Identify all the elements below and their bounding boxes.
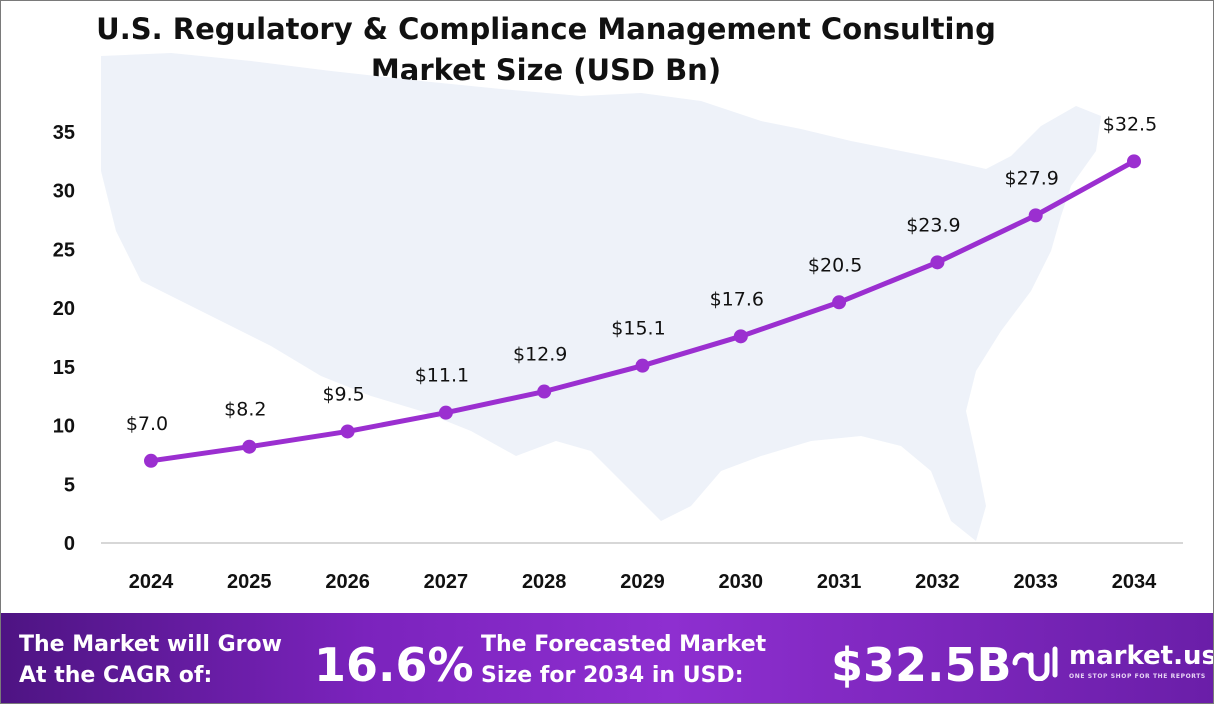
data-point[interactable] [635, 358, 650, 373]
forecast-label-line-2: Size for 2034 in USD: [481, 663, 744, 688]
footer-banner: The Market will Grow At the CAGR of: 16.… [1, 613, 1214, 703]
data-label: $12.9 [513, 344, 567, 366]
y-tick-label: 25 [53, 239, 75, 261]
cagr-value: 16.6% [314, 638, 474, 692]
x-tick-label: 2026 [325, 571, 370, 593]
us-map-background [101, 53, 1101, 541]
x-tick-label: 2025 [227, 571, 272, 593]
cagr-label-line-1: The Market will Grow [19, 632, 282, 657]
data-label: $32.5 [1103, 113, 1157, 135]
cagr-label: The Market will Grow At the CAGR of: [19, 629, 282, 691]
x-tick-label: 2029 [620, 571, 665, 593]
x-tick-label: 2030 [719, 571, 764, 593]
x-tick-label: 2027 [424, 571, 469, 593]
data-point[interactable] [242, 439, 257, 454]
forecast-label: The Forecasted Market Size for 2034 in U… [481, 629, 766, 691]
x-tick-label: 2031 [817, 571, 862, 593]
plot-area: $7.0 $8.2 $9.5 $11.1 $12.9 $15.1 $17.6 $20.5 $23… [126, 113, 1157, 468]
data-point[interactable] [733, 329, 748, 344]
y-tick-label: 15 [53, 357, 75, 379]
data-label: $17.6 [710, 288, 764, 310]
brand-name: market.us [1069, 641, 1214, 671]
forecast-value: $32.5B [831, 638, 1012, 692]
data-label: $20.5 [808, 254, 862, 276]
x-tick-label: 2024 [129, 571, 174, 593]
chart-title: U.S. Regulatory & Compliance Management … [41, 9, 1051, 91]
y-tick-label: 30 [53, 181, 75, 203]
data-point[interactable] [1127, 154, 1141, 169]
data-point[interactable] [438, 405, 453, 420]
chart-title-line-1: U.S. Regulatory & Compliance Management … [96, 12, 996, 46]
brand-logo[interactable]: market.us ONE STOP SHOP FOR THE REPORTS [1011, 639, 1214, 683]
x-tick-label: 2032 [915, 571, 960, 593]
y-tick-label: 35 [53, 122, 75, 144]
data-label: $23.9 [906, 214, 960, 236]
forecast-label-line-1: The Forecasted Market [481, 632, 767, 657]
cagr-label-line-2: At the CAGR of: [19, 663, 213, 688]
y-tick-label: 20 [53, 298, 75, 320]
data-label: $9.5 [322, 383, 364, 405]
data-point[interactable] [930, 255, 945, 270]
y-tick-label: 10 [53, 416, 75, 438]
data-label: $7.0 [126, 413, 168, 435]
x-tick-label: 2033 [1013, 571, 1058, 593]
data-point[interactable] [144, 453, 158, 468]
data-point[interactable] [537, 384, 552, 399]
data-point[interactable] [832, 295, 847, 310]
brand-tagline: ONE STOP SHOP FOR THE REPORTS [1069, 673, 1206, 680]
data-label: $11.1 [415, 365, 469, 387]
x-tick-label: 2028 [522, 571, 567, 593]
y-tick-label: 5 [64, 474, 75, 496]
y-tick-label: 0 [64, 533, 75, 555]
data-label: $27.9 [1004, 167, 1058, 189]
data-point[interactable] [340, 424, 355, 439]
data-label: $8.2 [224, 399, 266, 421]
chart-title-line-2: Market Size (USD Bn) [370, 53, 722, 87]
data-point[interactable] [1028, 208, 1043, 223]
data-label: $15.1 [611, 318, 665, 340]
market-us-logo-icon [1012, 646, 1058, 681]
x-tick-label: 2034 [1112, 571, 1157, 593]
